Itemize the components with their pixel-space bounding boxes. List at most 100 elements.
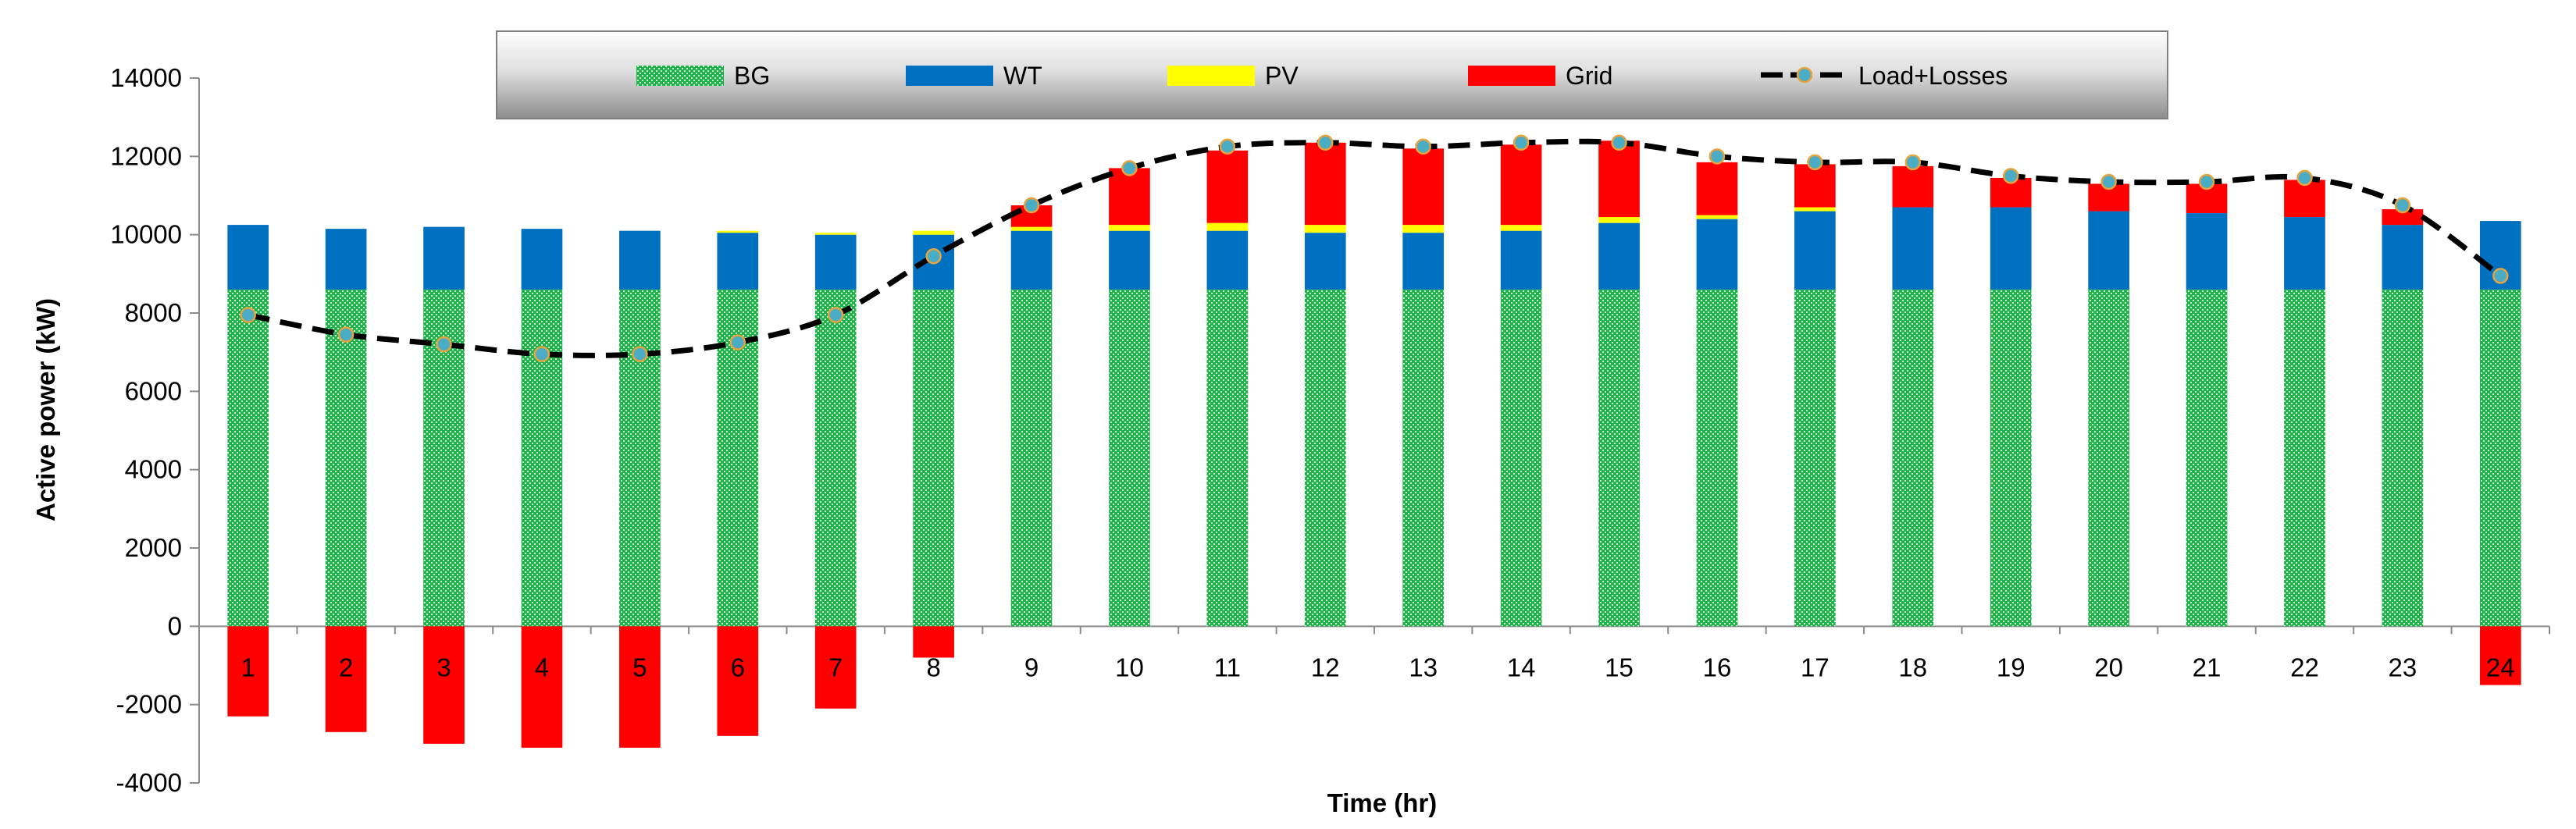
bar-pv-9: [1010, 226, 1053, 231]
bar-grid-22: [2284, 180, 2325, 218]
y-tick-label: 6000: [125, 376, 182, 405]
legend-swatch-pv: [1167, 66, 1255, 86]
bar-bg-10: [1109, 289, 1150, 627]
point-load-losses: [925, 248, 942, 265]
bar-grid-6: [717, 626, 759, 736]
point-load-losses: [2002, 168, 2019, 184]
bar-pv-6: [717, 230, 759, 233]
y-tick-label: 0: [168, 611, 182, 640]
bar-wt-21: [2186, 213, 2228, 290]
bar-grid-4: [521, 626, 563, 748]
x-category-label: 3: [436, 653, 451, 681]
point-load-losses: [533, 346, 550, 362]
point-load-losses: [1611, 134, 1627, 151]
point-load-losses: [240, 307, 256, 323]
legend-box: [496, 30, 2168, 119]
point-load-losses: [1023, 197, 1040, 214]
bar-pv-11: [1206, 222, 1249, 231]
y-tick-label: 10000: [110, 220, 182, 249]
bar-pv-13: [1402, 225, 1445, 233]
x-category-label: 13: [1409, 653, 1438, 681]
bar-wt-14: [1500, 230, 1542, 290]
bar-grid-16: [1696, 162, 1738, 215]
bar-wt-13: [1402, 233, 1445, 290]
point-load-losses: [1219, 138, 1236, 155]
bar-wt-5: [619, 230, 661, 290]
y-tick-label: 2000: [125, 533, 182, 562]
bar-wt-9: [1010, 230, 1053, 290]
bar-wt-23: [2382, 225, 2424, 290]
bar-bg-5: [619, 289, 661, 627]
point-load-losses: [1512, 134, 1530, 151]
point-load-losses: [436, 336, 452, 353]
x-category-label: 8: [926, 653, 940, 681]
x-category-label: 14: [1507, 653, 1536, 681]
bar-bg-12: [1304, 289, 1346, 627]
x-category-label: 16: [1703, 653, 1732, 681]
y-axis-title: Active power (kW): [31, 298, 60, 521]
bar-bg-21: [2186, 289, 2228, 627]
bar-bg-14: [1500, 289, 1542, 627]
bar-grid-15: [1598, 141, 1640, 218]
x-category-label: 5: [632, 653, 647, 681]
x-category-label: 7: [828, 653, 843, 681]
bar-wt-11: [1206, 230, 1249, 290]
bar-bg-19: [1990, 289, 2032, 627]
bar-grid-24: [2479, 626, 2521, 685]
bar-wt-20: [2088, 211, 2129, 290]
bar-grid-18: [1892, 165, 1934, 208]
category-labels: 1 2 3 4 5 6 7 8 9 10 11 12 13 14 15 16 17 18 19 20 21 22 23 24: [241, 653, 2515, 681]
point-load-losses: [827, 307, 844, 323]
bar-grid-2: [325, 626, 367, 732]
bar-bg-20: [2088, 289, 2129, 627]
y-tick-label: -4000: [116, 768, 182, 797]
point-load-losses: [1904, 154, 1922, 171]
bar-wt-16: [1696, 219, 1738, 290]
bar-wt-12: [1304, 233, 1346, 290]
x-category-label: 11: [1214, 653, 1241, 681]
x-category-label: 19: [1997, 653, 2026, 681]
bar-pv-8: [913, 230, 954, 235]
point-load-losses: [1807, 154, 1823, 171]
series-line-load-losses: [248, 138, 2503, 358]
legend-label-pv: PV: [1265, 62, 1299, 90]
x-category-label: 10: [1115, 653, 1144, 681]
x-category-label: 1: [241, 653, 255, 681]
point-load-losses: [2100, 173, 2117, 190]
bar-wt-15: [1598, 222, 1640, 290]
point-load-losses: [2198, 173, 2215, 190]
point-load-losses: [2296, 169, 2313, 187]
bar-grid-13: [1402, 148, 1445, 226]
bar-bg-13: [1402, 289, 1445, 627]
x-category-label: 9: [1024, 653, 1039, 681]
bar-bg-22: [2284, 289, 2325, 627]
bar-bg-18: [1892, 289, 1934, 627]
bar-wt-7: [814, 234, 857, 290]
y-tick-label: 8000: [125, 298, 182, 327]
bar-pv-17: [1794, 207, 1836, 212]
point-load-losses: [337, 326, 355, 343]
x-category-label: 23: [2389, 653, 2417, 681]
bar-bg-7: [814, 289, 857, 627]
axes-layer: -4000 -2000 0 2000 4000 6000 8000 10000 12000 140…: [110, 63, 2550, 797]
y-tick-label: 4000: [125, 455, 182, 484]
bar-wt-6: [717, 233, 759, 290]
x-category-label: 17: [1801, 653, 1830, 681]
bar-grid-23: [2382, 209, 2424, 226]
bar-grid-11: [1206, 150, 1249, 223]
x-category-label: 12: [1311, 653, 1340, 681]
bar-grid-10: [1109, 168, 1150, 226]
bars-layer: [227, 141, 2521, 748]
y-tick-label: 12000: [110, 141, 182, 170]
bar-bg-15: [1598, 289, 1640, 627]
bar-bg-23: [2382, 289, 2424, 627]
legend-label-wt: WT: [1003, 62, 1042, 90]
bar-wt-2: [325, 229, 367, 290]
bar-wt-22: [2284, 217, 2325, 290]
line-layer: [240, 134, 2509, 362]
point-load-losses: [1708, 148, 1726, 165]
bar-pv-10: [1109, 225, 1150, 231]
bar-bg-16: [1696, 289, 1738, 627]
bar-wt-3: [423, 226, 465, 290]
